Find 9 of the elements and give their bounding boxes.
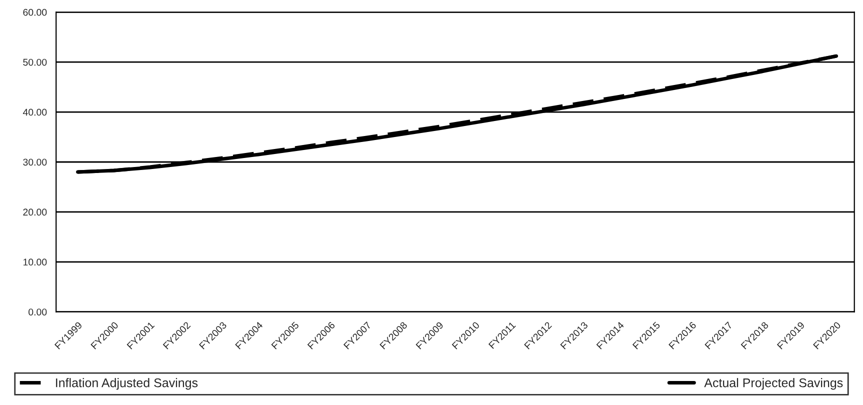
y-tick-label: 20.00 <box>23 208 47 216</box>
legend-label: Inflation Adjusted Savings <box>56 378 198 390</box>
y-tick-label: 60.00 <box>23 8 47 16</box>
y-tick-label: 30.00 <box>23 158 47 166</box>
y-tick-label: 10.00 <box>23 258 47 266</box>
y-tick-label: 50.00 <box>23 58 47 66</box>
y-tick-label: 0.00 <box>28 308 47 316</box>
legend-label: Actual Projected Savings <box>704 378 843 390</box>
y-tick-label: 40.00 <box>22 108 47 116</box>
